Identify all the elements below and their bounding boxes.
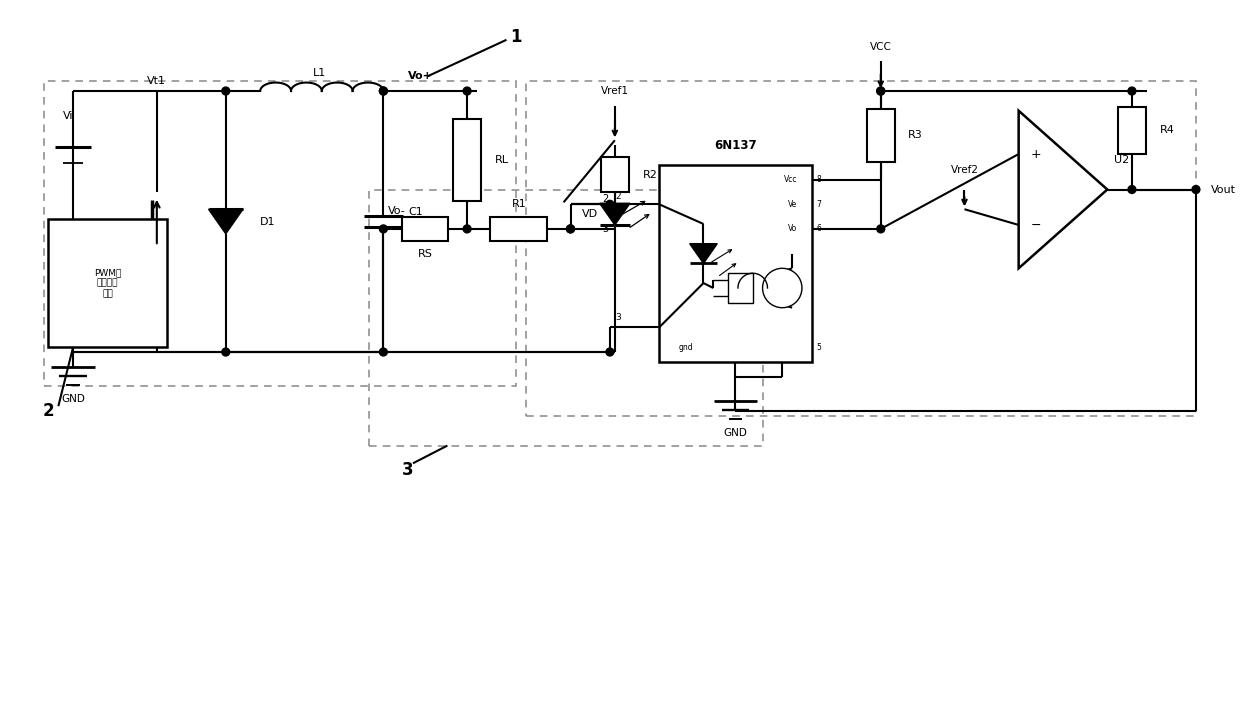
Text: 1: 1	[511, 28, 522, 46]
Text: 6N137: 6N137	[714, 139, 756, 152]
Text: D1: D1	[260, 216, 275, 226]
Bar	[1118, 107, 1146, 154]
Text: 3: 3	[615, 313, 621, 322]
Text: Vo+: Vo+	[408, 71, 433, 81]
Polygon shape	[208, 209, 243, 234]
Text: +: +	[1032, 148, 1042, 160]
Circle shape	[1128, 185, 1136, 194]
Circle shape	[606, 348, 614, 356]
Text: 2: 2	[42, 402, 55, 420]
Circle shape	[1192, 185, 1200, 194]
Bar	[601, 157, 629, 192]
Text: VCC: VCC	[869, 42, 892, 52]
Bar	[43, 81, 516, 387]
Circle shape	[567, 225, 574, 233]
Text: Vo: Vo	[787, 224, 797, 233]
Text: Ve: Ve	[787, 200, 797, 209]
Circle shape	[763, 268, 802, 308]
Circle shape	[567, 225, 574, 233]
Circle shape	[464, 87, 471, 95]
Text: 5: 5	[817, 343, 822, 351]
Bar	[48, 219, 166, 347]
Bar	[867, 109, 894, 162]
Circle shape	[379, 87, 387, 95]
Text: Vi: Vi	[63, 110, 73, 121]
Circle shape	[877, 87, 884, 95]
Circle shape	[222, 87, 229, 95]
Text: GND: GND	[724, 428, 748, 438]
Text: RS: RS	[418, 249, 433, 259]
Text: 7: 7	[817, 200, 822, 209]
Text: 2: 2	[601, 194, 608, 204]
Polygon shape	[600, 204, 630, 225]
Polygon shape	[1018, 111, 1107, 268]
Text: C1: C1	[408, 206, 423, 216]
Bar	[454, 119, 481, 201]
Text: Vref2: Vref2	[951, 165, 978, 175]
Circle shape	[222, 348, 229, 356]
Text: U2: U2	[1115, 155, 1130, 165]
Circle shape	[877, 87, 884, 95]
Text: R4: R4	[1159, 125, 1174, 136]
Circle shape	[379, 225, 387, 233]
Bar	[660, 165, 812, 362]
Text: −: −	[1032, 218, 1042, 231]
Bar	[728, 273, 753, 303]
Bar	[402, 217, 448, 240]
Text: Vt1: Vt1	[148, 76, 166, 86]
Text: Vo-: Vo-	[388, 206, 405, 216]
Text: 2: 2	[615, 192, 620, 201]
Bar	[368, 189, 763, 445]
Text: R2: R2	[642, 170, 657, 180]
Circle shape	[877, 225, 884, 233]
Bar	[526, 81, 1195, 416]
Text: 6: 6	[817, 224, 822, 233]
Text: VD: VD	[582, 209, 598, 219]
Polygon shape	[689, 244, 717, 264]
Text: L1: L1	[312, 69, 326, 78]
Text: R3: R3	[909, 130, 923, 140]
Text: PWM控
制与驱动
电路: PWM控 制与驱动 电路	[94, 268, 122, 298]
Text: 8: 8	[817, 175, 821, 184]
Bar	[490, 217, 547, 240]
Circle shape	[379, 87, 387, 95]
Text: 3: 3	[601, 224, 608, 234]
Text: GND: GND	[61, 395, 86, 404]
Circle shape	[1128, 87, 1136, 95]
Text: RL: RL	[495, 155, 508, 165]
Circle shape	[606, 200, 614, 209]
Text: Vout: Vout	[1210, 185, 1236, 194]
Circle shape	[464, 225, 471, 233]
Text: R1: R1	[511, 199, 526, 209]
Circle shape	[379, 348, 387, 356]
Text: gnd: gnd	[678, 343, 693, 351]
Text: 3: 3	[402, 461, 414, 479]
Text: Vcc: Vcc	[784, 175, 797, 184]
Text: Vref1: Vref1	[601, 86, 629, 96]
